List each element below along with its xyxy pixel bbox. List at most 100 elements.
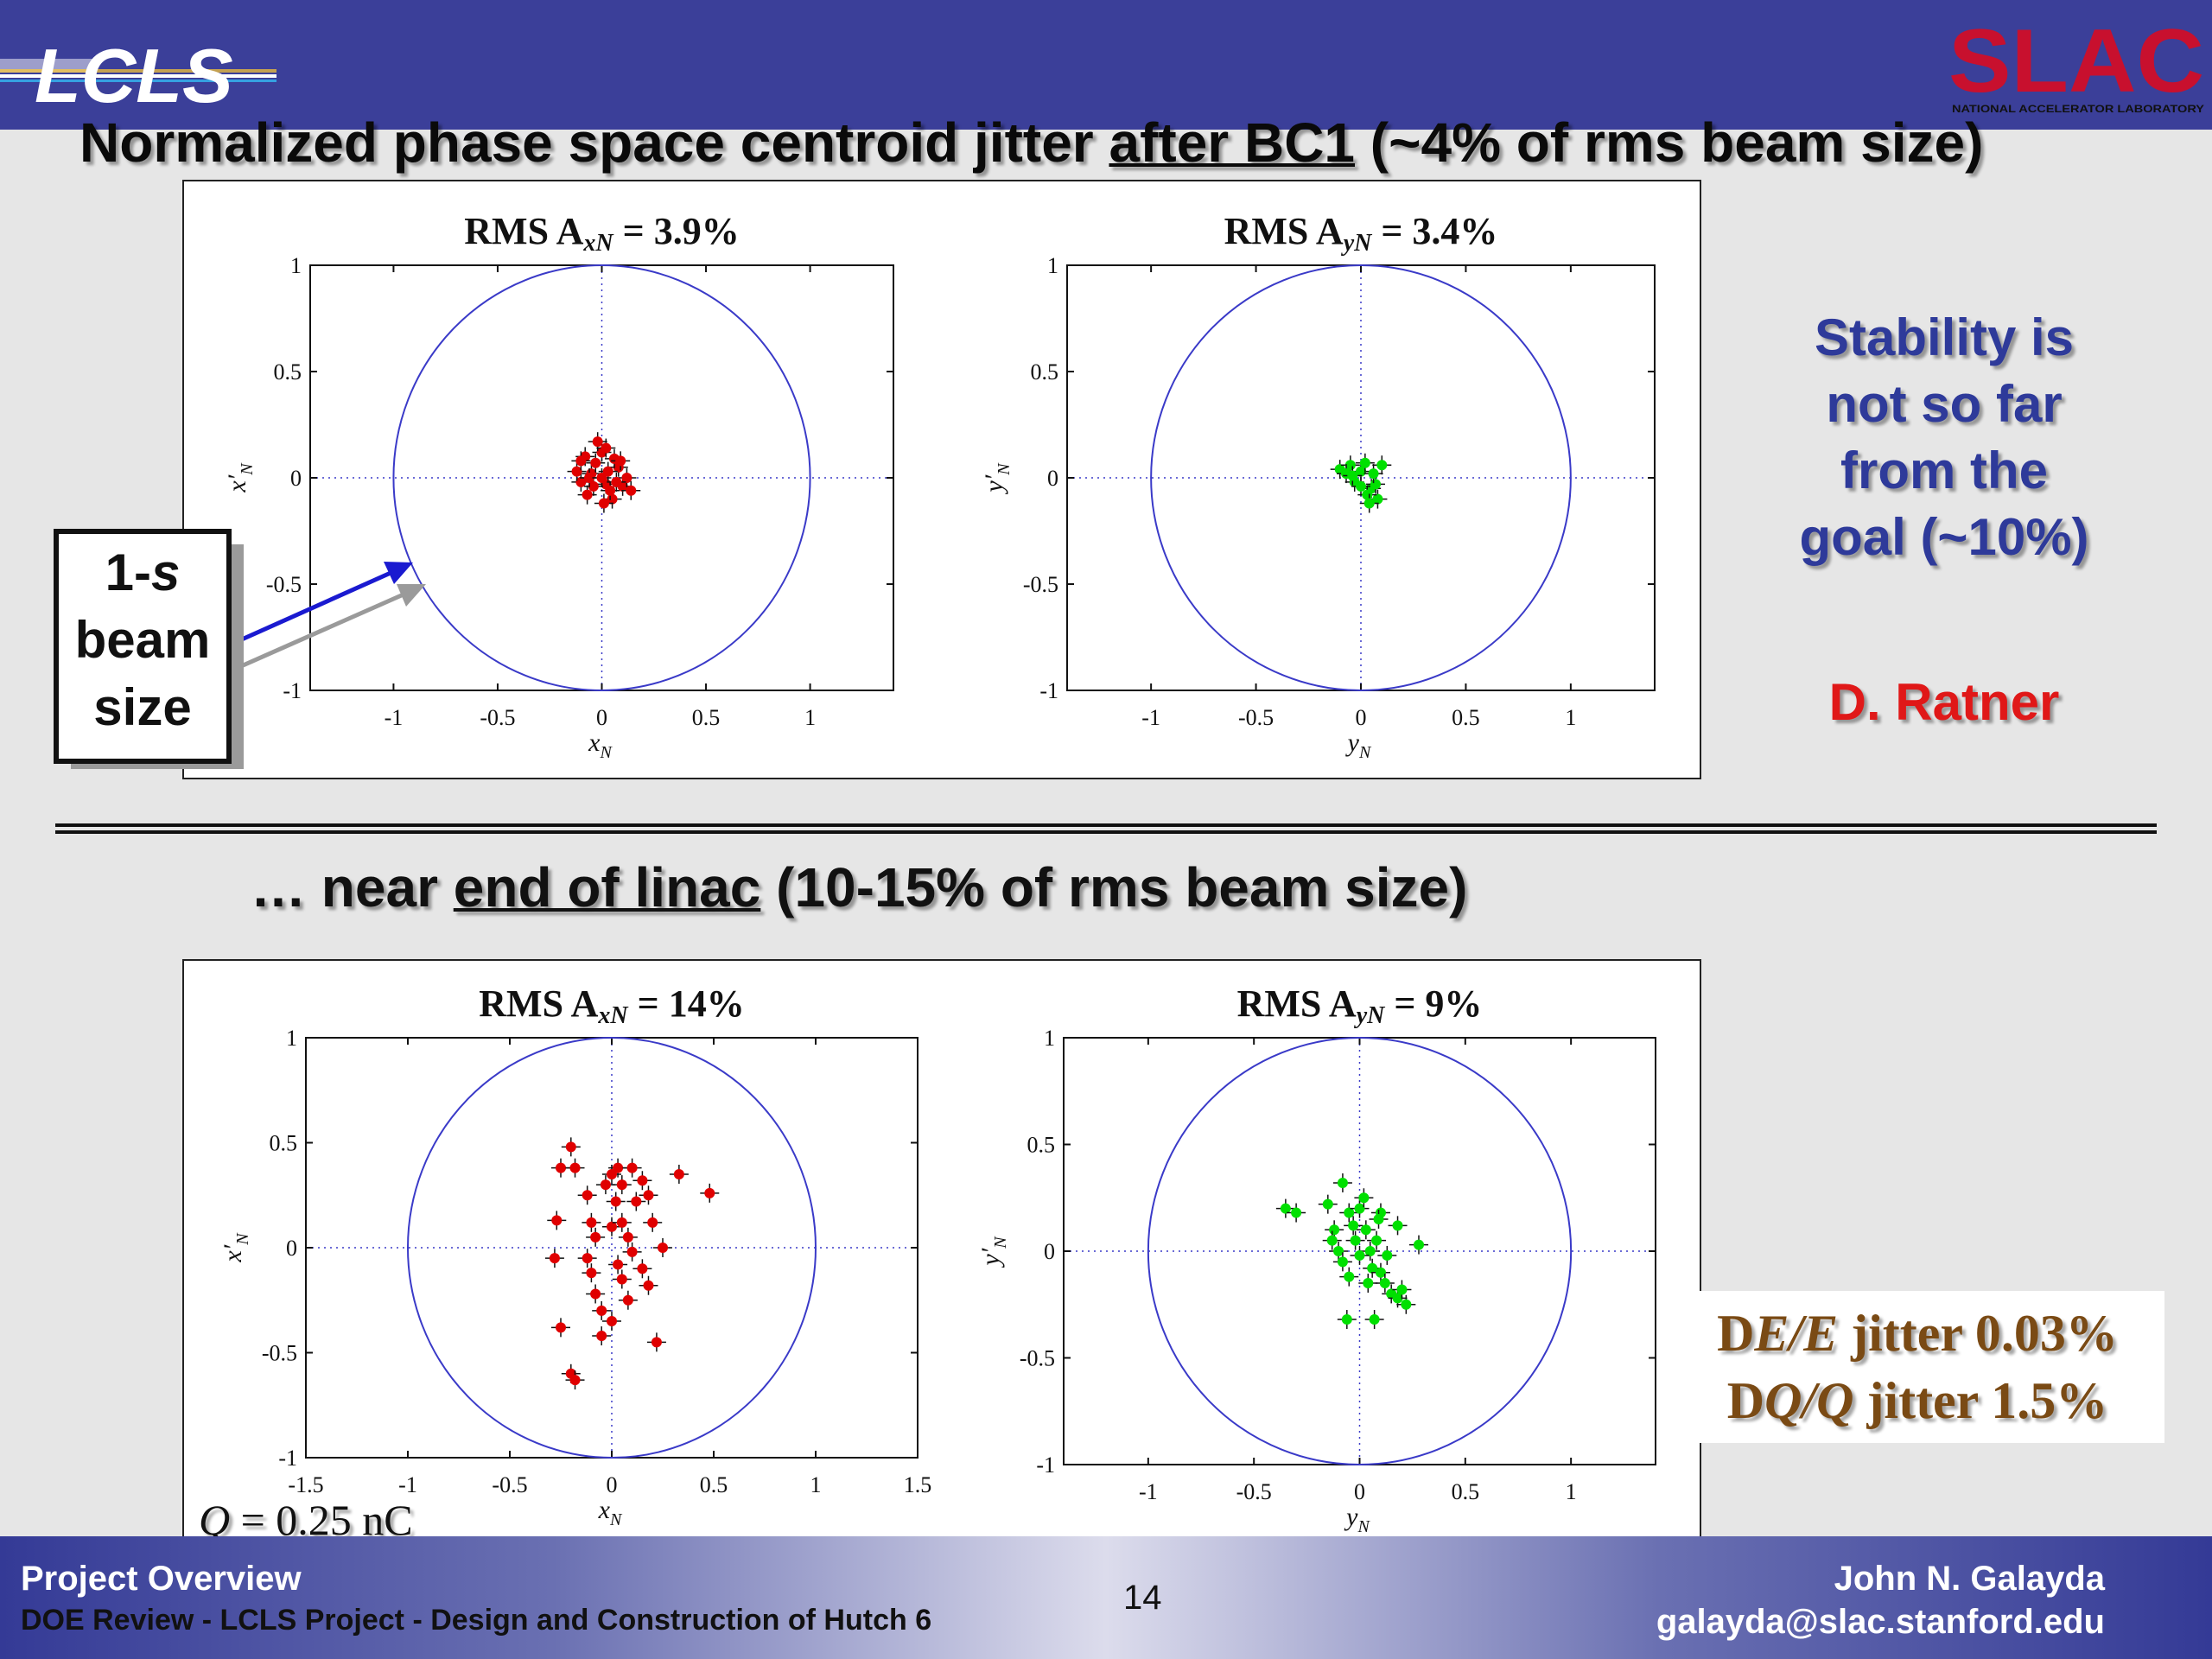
y-axis-label-main: y′ bbox=[976, 1248, 1005, 1268]
data-point bbox=[1382, 1249, 1393, 1261]
data-point bbox=[549, 1253, 560, 1264]
data-point bbox=[1322, 1198, 1333, 1210]
data-point bbox=[598, 498, 609, 509]
title-underlined: after BC1 bbox=[1109, 111, 1355, 174]
x-tick-label: 1.5 bbox=[904, 1472, 932, 1497]
data-point bbox=[1344, 1271, 1355, 1282]
stability-line: goal (~10%) bbox=[1799, 508, 2089, 566]
data-point bbox=[1356, 466, 1366, 477]
beam-box-line3: size bbox=[93, 678, 192, 736]
data-point bbox=[607, 1316, 617, 1327]
data-point bbox=[643, 1190, 654, 1201]
data-point bbox=[1337, 1177, 1348, 1188]
data-point bbox=[600, 1179, 611, 1191]
x-tick-label: -1 bbox=[385, 705, 404, 730]
data-point bbox=[615, 455, 626, 467]
y-axis-label-group: x′N bbox=[223, 462, 257, 493]
data-point bbox=[605, 485, 616, 496]
data-point bbox=[631, 1196, 642, 1207]
data-point bbox=[622, 1231, 633, 1243]
y-tick-label: 1 bbox=[1047, 253, 1058, 278]
x-axis-label-sub: N bbox=[609, 1510, 623, 1529]
y-axis-label-main: y′ bbox=[980, 474, 1008, 494]
data-point bbox=[1396, 1284, 1408, 1295]
y-tick-label: 1 bbox=[1044, 1026, 1055, 1051]
y-tick-label: 0.5 bbox=[1031, 359, 1059, 385]
x-tick-label: -1 bbox=[398, 1472, 417, 1497]
chart-title-prefix: RMS A bbox=[464, 210, 583, 252]
title-part1: Normalized phase space centroid jitter bbox=[79, 111, 1109, 174]
beam-box-prefix: 1- bbox=[105, 543, 151, 601]
footer-title: Project Overview bbox=[21, 1560, 302, 1598]
charge-value: = 0.25 nC bbox=[230, 1496, 413, 1544]
sigma-circle bbox=[392, 264, 811, 691]
data-point bbox=[613, 1259, 624, 1270]
data-point bbox=[569, 1375, 581, 1386]
author-note: D. Ratner bbox=[1828, 673, 2060, 731]
data-point bbox=[613, 1162, 624, 1173]
x-axis-label-main: x bbox=[588, 728, 601, 757]
data-point bbox=[1354, 1249, 1365, 1261]
data-point bbox=[1337, 1256, 1348, 1268]
data-point bbox=[1368, 468, 1379, 480]
beam-size-label-box: 1-s beam size bbox=[54, 529, 232, 764]
data-point bbox=[588, 480, 599, 492]
y-axis-label-sub: N bbox=[995, 462, 1014, 476]
data-point bbox=[1364, 1246, 1376, 1256]
section-part1: … near bbox=[251, 856, 454, 918]
data-point bbox=[596, 1305, 607, 1316]
y-tick-label: -0.5 bbox=[266, 572, 302, 597]
data-point bbox=[610, 1196, 621, 1207]
data-point bbox=[586, 1268, 597, 1279]
sigma-circle bbox=[1147, 1037, 1573, 1465]
data-point bbox=[602, 466, 613, 477]
data-point bbox=[551, 1215, 563, 1226]
data-point bbox=[658, 1243, 668, 1253]
y-tick-label: 1 bbox=[286, 1026, 297, 1051]
slac-logo-subtext: NATIONAL ACCELERATOR LABORATORY bbox=[1952, 103, 2204, 115]
y-tick-label: 0.5 bbox=[270, 1131, 298, 1156]
slac-logo: SLAC NATIONAL ACCELERATOR LABORATORY bbox=[1948, 16, 2204, 115]
x-tick-label: 0 bbox=[596, 705, 607, 730]
x-tick-label: 0.5 bbox=[692, 705, 721, 730]
data-point bbox=[626, 1162, 638, 1173]
x-axis-label-main: x bbox=[598, 1496, 611, 1524]
data-point bbox=[643, 1280, 654, 1291]
section-part2: (10-15% of rms beam size) bbox=[760, 856, 1468, 918]
jitter-box: DE/E jitter 0.03% DQ/Q jitter 1.5% bbox=[1670, 1291, 2164, 1443]
data-point bbox=[584, 473, 595, 483]
y-tick-label: -0.5 bbox=[262, 1341, 297, 1366]
stability-note: Stability is not so far from the goal (~… bbox=[1763, 304, 2126, 570]
data-point bbox=[1341, 1314, 1352, 1325]
chart-title: RMS AxN = 14% bbox=[479, 982, 744, 1029]
data-point bbox=[575, 455, 587, 467]
data-point bbox=[592, 436, 603, 448]
stability-line: Stability is bbox=[1814, 308, 2075, 366]
data-point bbox=[1344, 1207, 1355, 1218]
data-point bbox=[1333, 1246, 1344, 1256]
data-point bbox=[1369, 1314, 1380, 1325]
bottom-figure-panel: -1.5 -1 -0.5 0 0.5 1 1.5 -1 -0.5 0 0.5 1 RMS AxN = 1… bbox=[182, 959, 1701, 1559]
y-tick-label: -1 bbox=[1039, 678, 1058, 703]
jitter-var: Q/Q bbox=[1764, 1372, 1854, 1429]
data-point bbox=[1326, 1235, 1338, 1246]
x-axis-label-main: y bbox=[1345, 728, 1360, 757]
data-point bbox=[1280, 1203, 1291, 1214]
jitter-value: jitter 0.03% bbox=[1838, 1305, 2118, 1362]
chart-title: RMS AxN = 3.9% bbox=[464, 210, 739, 257]
y-tick-label: -0.5 bbox=[1023, 572, 1058, 597]
x-axis-label: xN bbox=[598, 1496, 623, 1529]
footer-email: galayda@slac.stanford.edu bbox=[1656, 1603, 2105, 1641]
header-bar bbox=[0, 0, 2212, 130]
x-tick-label: 1 bbox=[1565, 705, 1576, 730]
chart-title-prefix: RMS A bbox=[1224, 210, 1344, 252]
data-point bbox=[571, 466, 582, 477]
y-axis-label: y′N bbox=[980, 462, 1014, 495]
y-axis-label: y′N bbox=[976, 1236, 1010, 1268]
charge-jitter: DQ/Q jitter 1.5% bbox=[1670, 1367, 2164, 1434]
data-point bbox=[622, 1294, 633, 1306]
y-axis-label-main: x′ bbox=[223, 474, 251, 493]
x-tick-label: -0.5 bbox=[1236, 1479, 1272, 1504]
